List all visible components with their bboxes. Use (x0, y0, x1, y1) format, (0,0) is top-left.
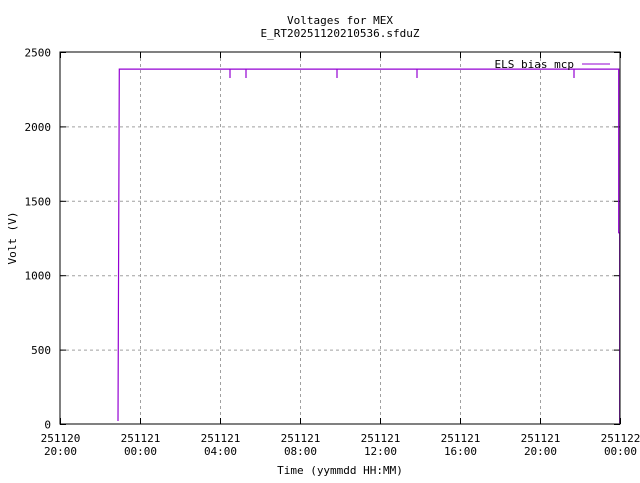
y-tick-label: 2500 (25, 47, 52, 60)
y-tick-label: 2000 (25, 121, 52, 134)
x-tick-label-time: 04:00 (204, 445, 237, 458)
x-tick-label-date: 251121 (521, 432, 561, 445)
legend-label: ELS bias mcp (495, 58, 574, 71)
y-tick-label: 0 (44, 419, 51, 432)
x-tick-label-date: 251121 (201, 432, 241, 445)
x-tick-label-date: 251122 (601, 432, 640, 445)
x-tick-label-time: 00:00 (124, 445, 157, 458)
x-tick-label-time: 08:00 (284, 445, 317, 458)
x-tick-label-time: 12:00 (364, 445, 397, 458)
legend: ELS bias mcp (495, 58, 610, 71)
chart-title: Voltages for MEX (287, 14, 393, 27)
y-tick-label: 1000 (25, 270, 52, 283)
series-line (117, 68, 621, 424)
y-tick-label: 500 (31, 344, 51, 357)
x-tick-label-date: 251121 (361, 432, 401, 445)
x-tick-label-date: 251121 (121, 432, 161, 445)
y-axis-label: Volt (V) (6, 212, 19, 265)
x-tick-label-time: 20:00 (44, 445, 77, 458)
x-tick-label-time: 20:00 (524, 445, 557, 458)
x-tick-label-time: 00:00 (604, 445, 637, 458)
x-tick-label-date: 251120 (41, 432, 81, 445)
plot-border (59, 51, 621, 425)
x-tick-label-time: 16:00 (444, 445, 477, 458)
x-tick-label-date: 251121 (441, 432, 481, 445)
x-tick-label-date: 251121 (281, 432, 321, 445)
y-tick-label: 1500 (25, 195, 52, 208)
x-axis-label: Time (yymmdd HH:MM) (277, 464, 403, 477)
chart-subtitle: E_RT20251120210536.sfduZ (261, 27, 420, 40)
